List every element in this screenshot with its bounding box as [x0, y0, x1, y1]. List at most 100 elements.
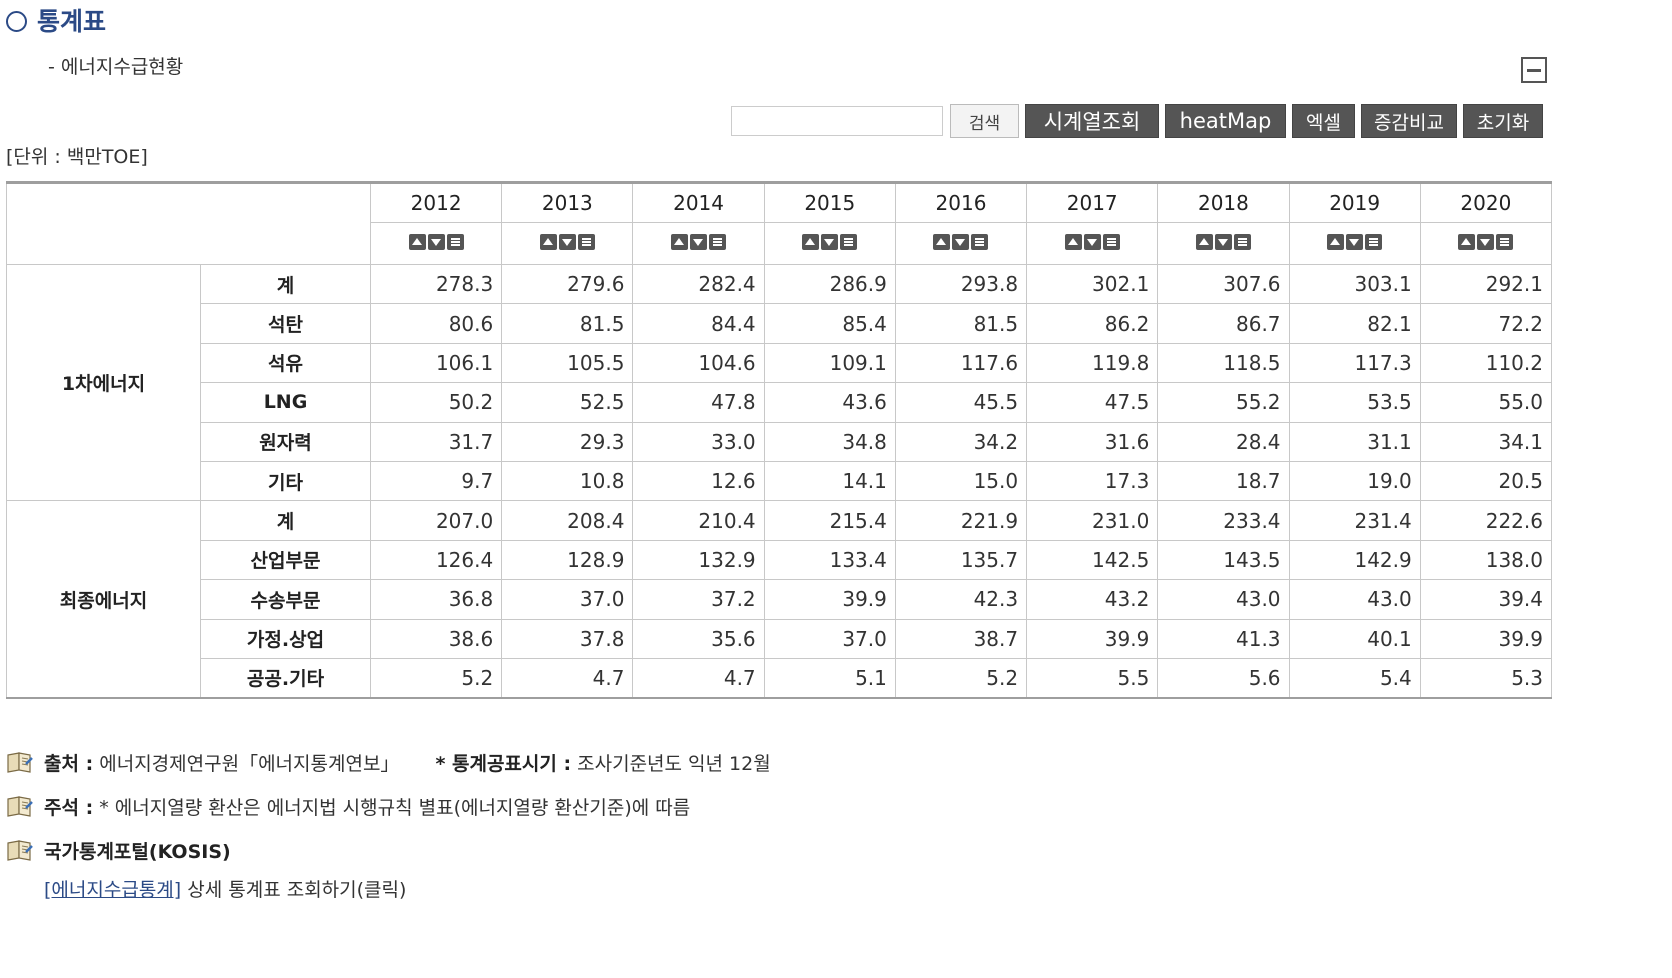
table-cell: 231.0 [1026, 500, 1159, 541]
triangle-down-icon[interactable] [1346, 233, 1364, 250]
table-cell: 55.2 [1157, 382, 1290, 423]
table-cell: 132.9 [632, 539, 765, 581]
sort-controls [632, 222, 765, 265]
table-row: LNG 50.2 52.5 47.8 43.6 45.5 47.5 55.2 53.5 55.0 [7, 382, 1553, 423]
row-label: 기타 [200, 460, 371, 502]
table-cell: 143.5 [1157, 539, 1290, 581]
release-label: * 통계공표시기 : [435, 752, 572, 775]
table-cell: 117.3 [1288, 342, 1421, 384]
triangle-down-icon[interactable] [952, 233, 970, 250]
table-cell: 86.7 [1157, 303, 1290, 344]
table-cell: 84.4 [632, 303, 765, 344]
table-cell: 20.5 [1419, 460, 1553, 502]
table-cell: 10.8 [501, 460, 634, 502]
sort-controls [501, 222, 634, 265]
search-button[interactable]: 검색 [950, 104, 1019, 138]
table-cell: 118.5 [1157, 342, 1290, 384]
row-label: 공공.기타 [200, 657, 371, 699]
table-cell: 34.1 [1419, 421, 1553, 462]
triangle-up-icon[interactable] [933, 233, 951, 250]
triangle-up-icon[interactable] [539, 233, 557, 250]
table-cell: 34.2 [894, 421, 1028, 462]
list-icon[interactable] [1102, 233, 1120, 250]
triangle-up-icon[interactable] [1327, 233, 1345, 250]
list-icon[interactable] [1233, 233, 1251, 250]
triangle-down-icon[interactable] [427, 233, 445, 250]
list-icon[interactable] [1496, 233, 1514, 250]
table-cell: 133.4 [763, 539, 896, 581]
list-icon[interactable] [709, 233, 727, 250]
triangle-up-icon[interactable] [1195, 233, 1213, 250]
table-cell: 39.4 [1419, 579, 1553, 620]
triangle-down-icon[interactable] [690, 233, 708, 250]
table-cell: 221.9 [894, 500, 1028, 541]
table-cell: 50.2 [369, 382, 503, 423]
list-icon[interactable] [971, 233, 989, 250]
page-title: 통계표 [6, 2, 106, 38]
table-row: 석탄 80.6 81.5 84.4 85.4 81.5 86.2 86.7 82.1 72.2 [7, 303, 1553, 344]
triangle-up-icon[interactable] [408, 233, 426, 250]
source-note: 출처 : 에너지경제연구원「에너지통계연보」 * 통계공표시기 : 조사기준년도… [6, 740, 771, 784]
table-cell: 292.1 [1419, 263, 1553, 305]
table-cell: 286.9 [763, 263, 896, 305]
triangle-down-icon[interactable] [558, 233, 576, 250]
table-cell: 307.6 [1157, 263, 1290, 305]
unit-label: [단위 : 백만TOE] [6, 146, 148, 168]
table-cell: 104.6 [632, 342, 765, 384]
table-cell: 42.3 [894, 579, 1028, 620]
table-cell: 105.5 [501, 342, 634, 384]
table-cell: 18.7 [1157, 460, 1290, 502]
table-row: 가정.상업 38.6 37.8 35.6 37.0 38.7 39.9 41.3 40.1 39.… [7, 618, 1553, 659]
table-cell: 28.4 [1157, 421, 1290, 462]
table-cell: 106.1 [369, 342, 503, 384]
triangle-up-icon[interactable] [1064, 233, 1082, 250]
circle-icon [6, 10, 27, 32]
list-icon[interactable] [1365, 233, 1383, 250]
kosis-link[interactable]: [에너지수급통계] [44, 879, 182, 901]
book-icon [6, 794, 34, 818]
excel-button[interactable]: 엑셀 [1292, 104, 1355, 138]
triangle-up-icon[interactable] [1458, 233, 1476, 250]
table-cell: 135.7 [894, 539, 1028, 581]
table-cell: 231.4 [1288, 500, 1421, 541]
table-cell: 207.0 [369, 500, 503, 541]
table-cell: 47.5 [1026, 382, 1159, 423]
row-label: 산업부문 [200, 539, 371, 581]
table-cell: 4.7 [501, 657, 634, 699]
table-cell: 29.3 [501, 421, 634, 462]
table-cell: 128.9 [501, 539, 634, 581]
table-cell: 138.0 [1419, 539, 1553, 581]
heatmap-button[interactable]: heatMap [1165, 104, 1286, 138]
timeseries-button[interactable]: 시계열조회 [1025, 104, 1159, 138]
reset-button[interactable]: 초기화 [1463, 104, 1543, 138]
table-cell: 37.8 [501, 618, 634, 659]
search-input[interactable] [731, 106, 943, 136]
table-cell: 37.0 [501, 579, 634, 620]
notes-section: 출처 : 에너지경제연구원「에너지통계연보」 * 통계공표시기 : 조사기준년도… [6, 740, 771, 872]
table-cell: 38.7 [894, 618, 1028, 659]
triangle-down-icon[interactable] [1083, 233, 1101, 250]
year-header: 2016 [894, 182, 1028, 223]
row-label: 원자력 [200, 421, 371, 462]
row-label: 가정.상업 [200, 618, 371, 659]
list-icon[interactable] [446, 233, 464, 250]
table-cell: 47.8 [632, 382, 765, 423]
table-cell: 39.9 [763, 579, 896, 620]
row-label: LNG [200, 382, 371, 423]
table-cell: 72.2 [1419, 303, 1553, 344]
triangle-down-icon[interactable] [1214, 233, 1232, 250]
table-cell: 31.7 [369, 421, 503, 462]
triangle-down-icon[interactable] [821, 233, 839, 250]
table-cell: 43.2 [1026, 579, 1159, 620]
list-icon[interactable] [840, 233, 858, 250]
table-cell: 14.1 [763, 460, 896, 502]
minus-box-icon[interactable] [1521, 57, 1547, 83]
triangle-up-icon[interactable] [671, 233, 689, 250]
table-cell: 302.1 [1026, 263, 1159, 305]
list-icon[interactable] [577, 233, 595, 250]
table-cell: 4.7 [632, 657, 765, 699]
kosis-link-desc: 상세 통계표 조회하기(클릭) [187, 879, 407, 901]
triangle-up-icon[interactable] [802, 233, 820, 250]
triangle-down-icon[interactable] [1477, 233, 1495, 250]
compare-button[interactable]: 증감비교 [1361, 104, 1457, 138]
